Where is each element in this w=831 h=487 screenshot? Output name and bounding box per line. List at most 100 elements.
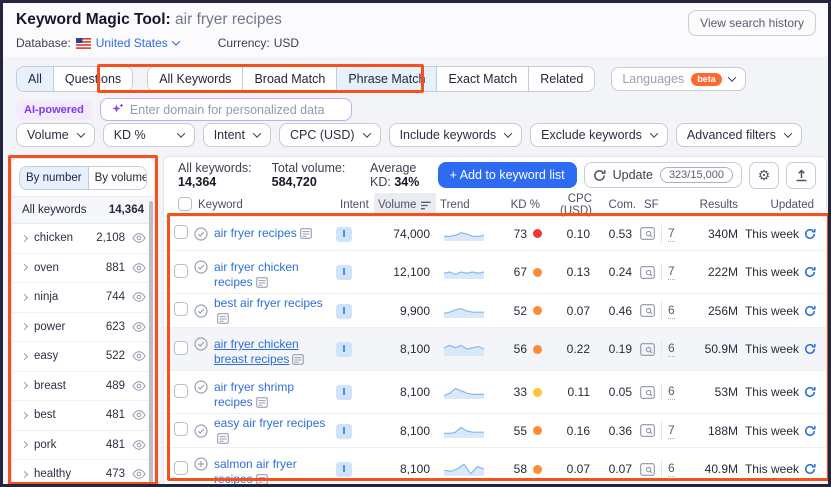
eye-icon[interactable] [132,410,146,421]
expand-chevron-icon[interactable] [20,411,29,419]
sf-count[interactable]: 6 [668,384,675,400]
eye-icon[interactable] [132,469,146,480]
serp-preview-icon[interactable] [292,354,305,365]
refresh-metrics-icon[interactable] [804,386,816,398]
check-circle-icon[interactable] [194,423,208,438]
col-trend[interactable]: Trend [440,199,470,211]
serp-features-icon[interactable] [640,227,655,240]
expand-chevron-icon[interactable] [20,352,29,360]
filter-dropdown[interactable]: Advanced filters [675,123,802,147]
tab-match-type[interactable]: Phrase Match [336,67,437,91]
check-circle-icon[interactable] [194,380,208,394]
serp-features-icon[interactable] [640,304,655,317]
keyword-group-item[interactable]: oven 881 [12,254,154,283]
expand-chevron-icon[interactable] [20,382,29,390]
serp-features-icon[interactable] [640,265,655,279]
intent-badge[interactable]: I [336,303,352,319]
expand-chevron-icon[interactable] [20,264,29,272]
eye-icon[interactable] [132,380,146,391]
tab-match-type[interactable]: Exact Match [436,67,529,91]
serp-preview-icon[interactable] [255,397,268,408]
sort-toggle-option[interactable]: By volume [87,167,146,189]
sidebar-scrollbar[interactable] [149,201,153,484]
sf-count[interactable]: 7 [668,422,675,439]
col-updated[interactable]: Updated [770,199,814,211]
settings-button[interactable]: ⚙ [749,161,779,189]
intent-badge[interactable]: I [336,342,352,357]
eye-icon[interactable] [132,292,146,303]
intent-badge[interactable]: I [336,385,352,400]
database-selector[interactable]: United States [96,36,180,50]
tab-match-type[interactable]: All Keywords [148,67,243,91]
tab-question[interactable]: All [17,67,53,91]
filter-dropdown[interactable]: Volume [16,123,95,147]
sf-count[interactable]: 6 [668,461,675,477]
sf-count[interactable]: 7 [668,264,675,280]
plus-circle-icon[interactable] [194,457,208,471]
row-checkbox[interactable] [174,422,188,436]
tab-question[interactable]: Questions [52,67,133,91]
filter-dropdown[interactable]: Intent [202,123,271,147]
row-checkbox[interactable] [174,263,188,278]
view-search-history-button[interactable]: View search history [688,10,816,36]
col-com[interactable]: Com. [608,199,636,211]
keyword-group-item[interactable]: best 481 [12,401,154,431]
expand-chevron-icon[interactable] [20,293,29,301]
refresh-metrics-icon[interactable] [804,305,816,317]
keyword-group-item[interactable]: easy 522 [12,342,154,372]
col-cpc[interactable]: CPC (USD) [560,193,592,217]
serp-features-icon[interactable] [640,462,655,476]
keyword-link[interactable]: salmon air fryer recipes [214,457,297,486]
add-to-keyword-list-button[interactable]: + Add to keyword list [437,162,577,188]
row-checkbox[interactable] [174,340,188,355]
filter-dropdown[interactable]: Include keywords [388,123,523,147]
refresh-metrics-icon[interactable] [804,463,816,475]
serp-features-icon[interactable] [640,342,655,356]
intent-badge[interactable]: I [336,423,352,439]
refresh-metrics-icon[interactable] [804,343,816,355]
col-volume[interactable]: Volume [374,193,436,217]
select-all-checkbox[interactable] [178,196,192,211]
expand-chevron-icon[interactable] [20,323,29,331]
eye-icon[interactable] [132,321,146,332]
sf-count[interactable]: 7 [668,225,675,242]
keyword-group-item[interactable]: chicken 2,108 [12,224,154,254]
serp-preview-icon[interactable] [217,432,229,444]
tab-match-type[interactable]: Related [528,67,595,91]
keyword-group-item[interactable]: breast 489 [12,372,154,401]
export-button[interactable] [786,161,816,189]
check-circle-icon[interactable] [194,260,208,274]
expand-chevron-icon[interactable] [20,234,29,242]
serp-preview-icon[interactable] [217,312,229,324]
intent-badge[interactable]: I [336,226,352,242]
keyword-link[interactable]: easy air fryer recipes [214,416,332,446]
keyword-link[interactable]: air fryer chicken recipes [214,260,299,289]
keyword-group-item[interactable]: power 623 [12,313,154,342]
keyword-link[interactable]: air fryer chicken breast recipes [214,337,332,367]
keyword-group-item[interactable]: pork 481 [12,431,154,460]
tab-match-type[interactable]: Broad Match [242,67,337,91]
intent-badge[interactable]: I [336,265,352,280]
col-keyword[interactable]: Keyword [198,199,243,211]
filter-dropdown[interactable]: CPC (USD) [278,123,381,147]
eye-icon[interactable] [132,262,146,273]
serp-preview-icon[interactable] [255,277,268,288]
domain-input[interactable] [129,102,341,117]
keyword-link[interactable]: air fryer shrimp recipes [214,380,295,409]
check-circle-icon[interactable] [194,337,208,351]
refresh-metrics-icon[interactable] [804,228,816,240]
serp-preview-icon[interactable] [255,474,268,485]
refresh-metrics-icon[interactable] [804,266,816,278]
intent-badge[interactable]: I [336,462,352,477]
filter-dropdown[interactable]: KD % [102,123,195,147]
all-keywords-row[interactable]: All keywords 14,364 [12,196,154,224]
check-circle-icon[interactable] [194,303,208,318]
serp-preview-icon[interactable] [299,228,312,239]
refresh-metrics-icon[interactable] [804,425,816,437]
sort-toggle-option[interactable]: By number [20,167,88,189]
sf-count[interactable]: 6 [668,341,675,357]
eye-icon[interactable] [132,233,146,244]
update-button[interactable]: Update 323/15,000 [583,162,742,188]
serp-features-icon[interactable] [640,385,655,399]
keyword-group-item[interactable]: ninja 744 [12,283,154,313]
